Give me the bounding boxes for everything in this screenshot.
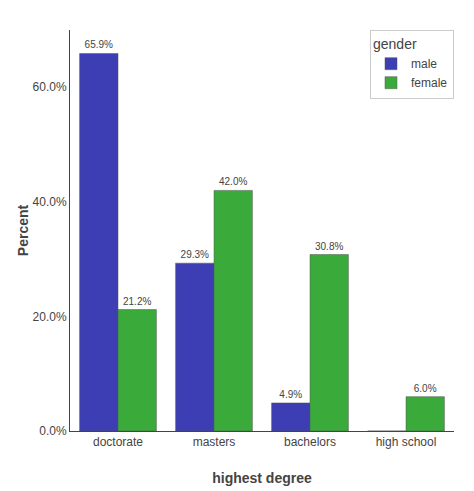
svg-text:high school: high school bbox=[376, 435, 437, 449]
svg-text:40.0%: 40.0% bbox=[33, 195, 67, 209]
svg-text:masters: masters bbox=[193, 435, 236, 449]
svg-text:29.3%: 29.3% bbox=[181, 249, 209, 260]
svg-text:42.0%: 42.0% bbox=[219, 176, 247, 187]
svg-text:highest degree: highest degree bbox=[212, 470, 312, 486]
svg-text:0.0%: 0.0% bbox=[39, 424, 67, 438]
svg-text:doctorate: doctorate bbox=[93, 435, 143, 449]
svg-text:20.0%: 20.0% bbox=[33, 310, 67, 324]
svg-text:male: male bbox=[411, 57, 437, 71]
svg-text:65.9%: 65.9% bbox=[85, 39, 113, 50]
svg-text:60.0%: 60.0% bbox=[33, 80, 67, 94]
svg-text:gender: gender bbox=[373, 36, 417, 52]
svg-text:6.0%: 6.0% bbox=[414, 383, 437, 394]
svg-text:female: female bbox=[411, 76, 447, 90]
svg-text:bachelors: bachelors bbox=[284, 435, 336, 449]
svg-text:4.9%: 4.9% bbox=[279, 389, 302, 400]
svg-text:21.2%: 21.2% bbox=[123, 296, 151, 307]
svg-text:30.8%: 30.8% bbox=[315, 241, 343, 252]
svg-text:Percent: Percent bbox=[15, 204, 31, 256]
